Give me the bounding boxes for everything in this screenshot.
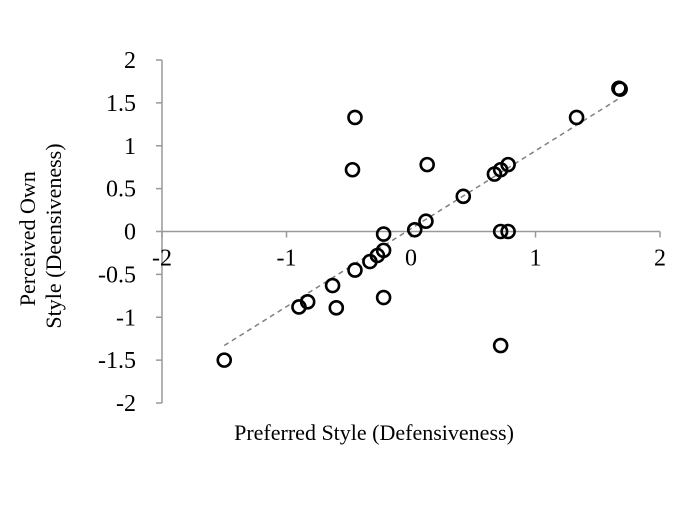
y-tick-label: 1	[124, 134, 136, 160]
data-point	[419, 156, 435, 173]
data-point	[375, 226, 392, 242]
data-point	[216, 352, 233, 368]
data-point	[455, 188, 472, 205]
data-points	[216, 80, 628, 368]
y-tick-label: 2	[124, 48, 136, 74]
y-tick-label: -1	[116, 305, 136, 331]
data-point	[347, 109, 363, 126]
data-point	[344, 161, 361, 178]
data-point	[492, 337, 509, 354]
x-tick-label: 1	[530, 246, 542, 272]
x-tick-label: 2	[654, 246, 666, 272]
data-point	[375, 242, 392, 259]
data-point	[375, 289, 392, 306]
axis-ticks: 2 1.5 1 0.5 0 -0.5 -1 -1.5 -2 -2 -1 0 1 2	[98, 48, 666, 417]
y-axis-title-line-2: Style (Deensiveness)	[41, 143, 66, 328]
data-point	[500, 156, 516, 173]
x-axis-title: Preferred Style (Defensiveness)	[234, 420, 514, 445]
trendline-layer	[223, 97, 620, 347]
data-point	[500, 223, 516, 240]
data-point	[299, 294, 316, 310]
y-tick-label: 1.5	[106, 91, 136, 117]
data-point	[347, 262, 363, 278]
data-point	[418, 213, 434, 230]
y-tick-label: 0.5	[106, 177, 136, 203]
data-point	[406, 221, 423, 238]
y-axis-title: Perceived Own Style (Deensiveness)	[15, 143, 66, 328]
y-tick-label: 0	[124, 220, 136, 246]
data-point	[612, 81, 628, 97]
y-tick-label: -1.5	[98, 348, 136, 374]
y-tick-label: -0.5	[98, 262, 136, 288]
y-tick-label: -2	[116, 391, 136, 417]
x-tick-label: -1	[277, 246, 297, 272]
data-point	[568, 109, 585, 126]
y-axis-title-line-1: Perceived Own	[15, 171, 40, 306]
data-point	[328, 300, 345, 316]
x-tick-label: -2	[152, 246, 172, 272]
x-tick-label: 0	[405, 246, 417, 272]
data-point	[324, 277, 341, 294]
data-point	[492, 223, 509, 240]
trendline	[223, 97, 620, 347]
